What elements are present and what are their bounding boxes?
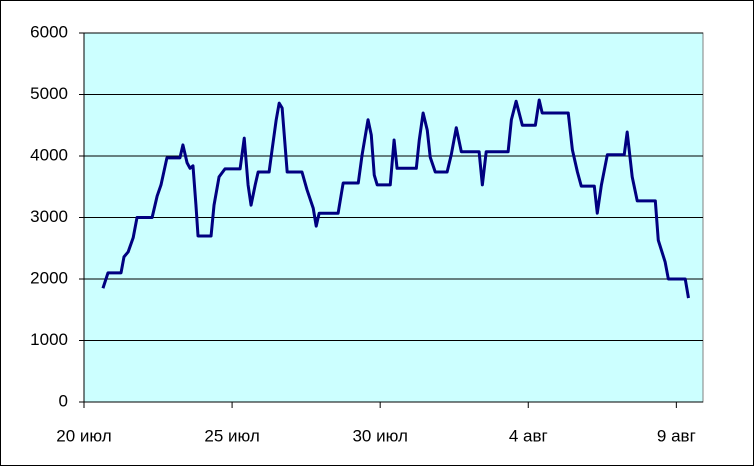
- y-tick-label: 0: [59, 391, 68, 410]
- y-tick-label: 1000: [30, 330, 68, 349]
- x-tick-label: 4 авг: [509, 426, 548, 445]
- y-tick-label: 6000: [30, 22, 68, 41]
- y-tick-label: 3000: [30, 207, 68, 226]
- data-line: [101, 98, 690, 299]
- y-tick-label: 2000: [30, 268, 68, 287]
- y-tick-label: 4000: [30, 145, 68, 164]
- x-tick-label: 9 авг: [657, 426, 696, 445]
- y-tick-label: 5000: [30, 84, 68, 103]
- x-tick-label: 30 июл: [352, 426, 407, 445]
- x-tick-label: 25 июл: [204, 426, 259, 445]
- x-tick-label: 20 июл: [56, 426, 111, 445]
